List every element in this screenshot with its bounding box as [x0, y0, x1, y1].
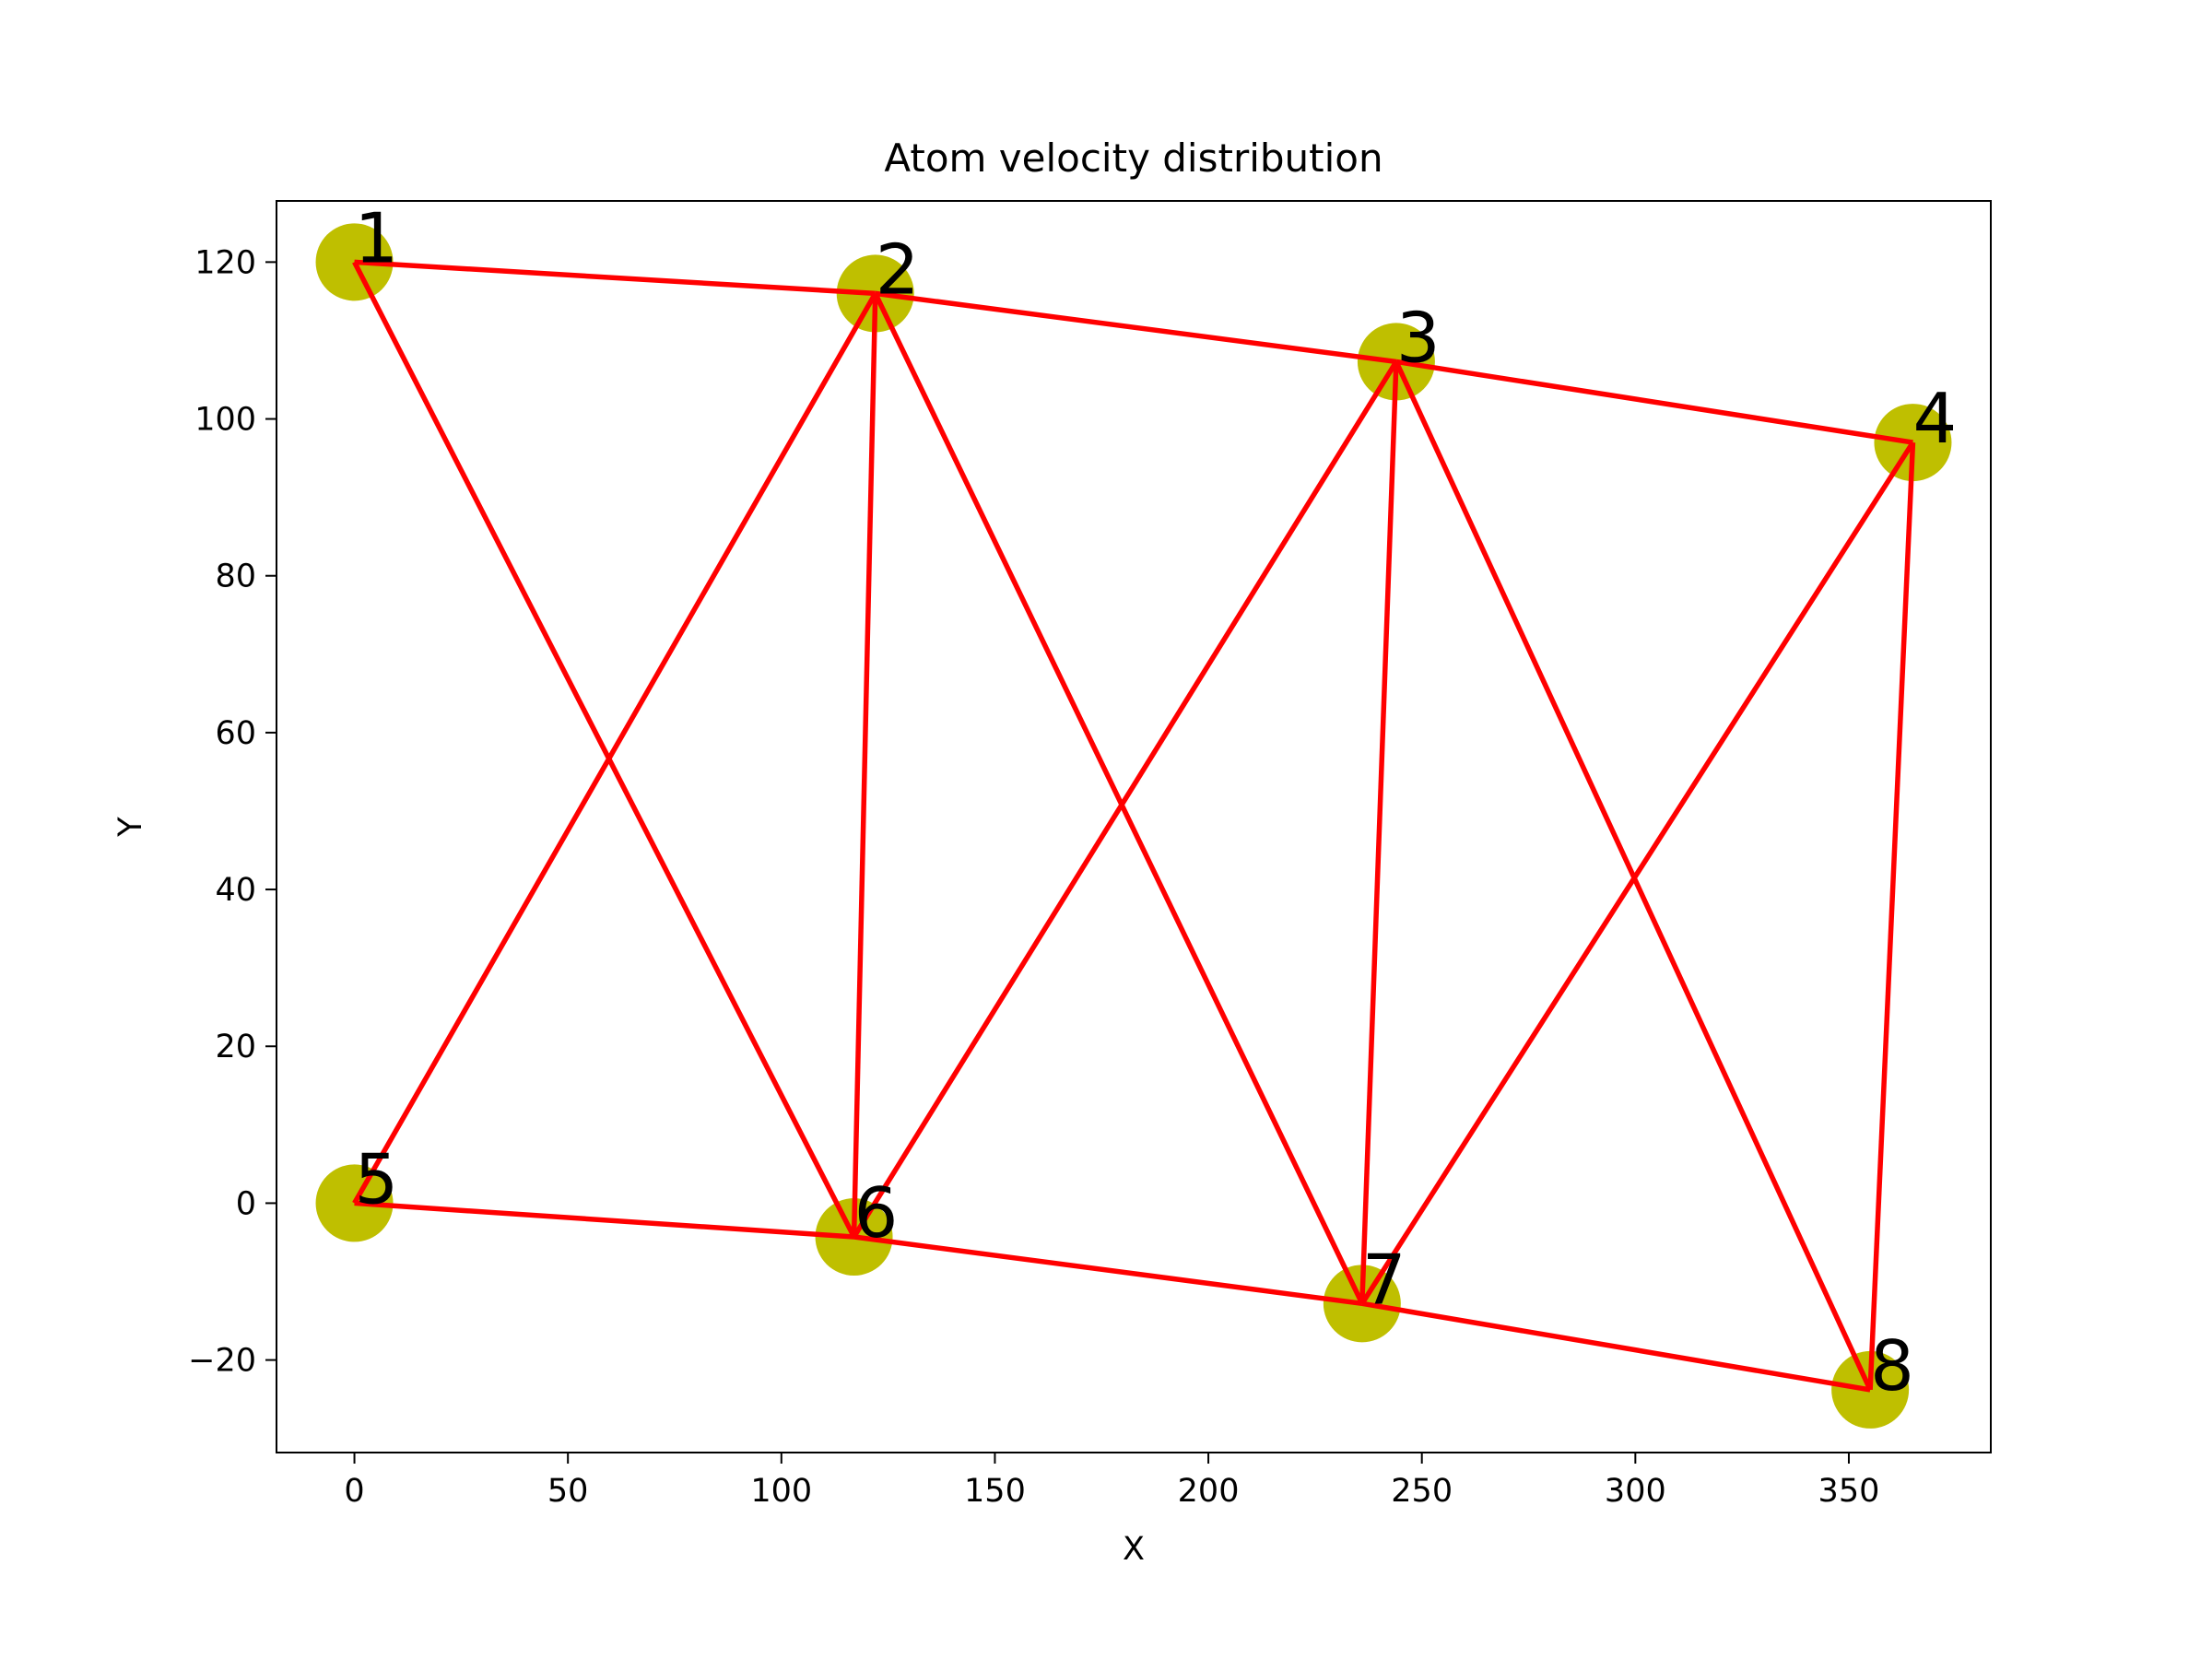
- x-tick-label: 300: [1605, 1473, 1666, 1510]
- point-label-3: 3: [1396, 297, 1441, 378]
- x-tick-label: 0: [344, 1473, 364, 1510]
- x-tick-label: 200: [1178, 1473, 1240, 1510]
- x-axis-ticks: 0 50 100 150 200 250 300 350: [344, 1453, 1879, 1510]
- y-tick-label: 20: [215, 1029, 256, 1065]
- x-tick-label: 100: [750, 1473, 812, 1510]
- edge-1-2: [354, 259, 876, 297]
- edge-5-6: [354, 1200, 854, 1240]
- edge-7-8: [1361, 1300, 1871, 1393]
- point-labels: 1 2 3 4 5 6 7 8: [355, 197, 1958, 1406]
- edge-2-3: [875, 290, 1397, 365]
- chart-title: Atom velocity distribution: [884, 135, 1382, 181]
- x-tick-label: 150: [964, 1473, 1026, 1510]
- y-axis-ticks: −20 0 20 40 60 80 100 120: [188, 244, 276, 1380]
- point-label-2: 2: [876, 229, 920, 310]
- edge-lines: [352, 259, 1916, 1393]
- x-axis-label: X: [1123, 1531, 1145, 1568]
- point-label-6: 6: [854, 1172, 899, 1253]
- edge-3-4: [1395, 359, 1913, 445]
- point-label-8: 8: [1870, 1325, 1914, 1406]
- edge-2-6: [851, 293, 878, 1238]
- x-tick-label: 250: [1391, 1473, 1453, 1510]
- edge-7-4: [1359, 441, 1915, 1305]
- y-tick-label: 40: [215, 872, 256, 909]
- y-tick-label: 80: [215, 559, 256, 595]
- y-tick-label: 60: [215, 715, 256, 752]
- edge-6-7: [853, 1234, 1363, 1307]
- edge-4-8: [1867, 441, 1916, 1391]
- x-tick-label: 350: [1818, 1473, 1880, 1510]
- y-tick-label: −20: [188, 1343, 256, 1380]
- y-tick-label: 100: [194, 402, 256, 439]
- point-label-5: 5: [355, 1138, 399, 1219]
- edge-2-7: [873, 292, 1365, 1305]
- edge-5-2: [352, 292, 878, 1205]
- edge-1-6: [352, 261, 857, 1239]
- point-label-1: 1: [355, 197, 399, 278]
- y-tick-label: 0: [236, 1185, 256, 1222]
- y-axis-label: Y: [112, 817, 149, 838]
- point-markers: [315, 223, 1952, 1429]
- plot-area-frame: [276, 200, 1992, 1453]
- y-tick-label: 120: [194, 244, 256, 281]
- x-tick-label: 50: [547, 1473, 589, 1510]
- point-label-4: 4: [1912, 378, 1957, 459]
- point-label-7: 7: [1362, 1239, 1406, 1320]
- edge-6-3: [852, 359, 1399, 1239]
- edge-3-7: [1359, 361, 1399, 1304]
